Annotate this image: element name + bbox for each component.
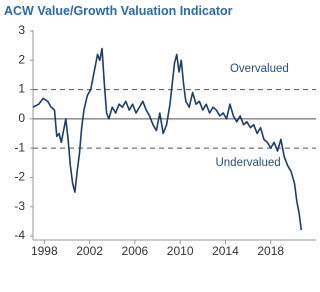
x-tick-label: 2006 bbox=[122, 244, 149, 258]
y-tick-label: 0 bbox=[18, 111, 25, 125]
y-tick-label: -4 bbox=[14, 228, 25, 242]
y-tick-label: -3 bbox=[14, 199, 25, 213]
x-tick-label: 2018 bbox=[257, 244, 284, 258]
x-tick-label: 2002 bbox=[76, 244, 103, 258]
y-tick-label: 3 bbox=[18, 23, 25, 37]
annotation: Undervalued bbox=[215, 157, 280, 169]
x-tick-label: 2010 bbox=[167, 244, 194, 258]
chart-title: ACW Value/Growth Valuation Indicator bbox=[4, 4, 233, 18]
x-tick-label: 1998 bbox=[31, 244, 58, 258]
y-tick-label: 2 bbox=[18, 52, 25, 66]
y-tick-label: -2 bbox=[14, 170, 25, 184]
line-series bbox=[32, 47, 303, 231]
y-tick-label: -1 bbox=[14, 140, 25, 154]
x-tick-label: 2014 bbox=[212, 244, 239, 258]
annotation: Overvalued bbox=[230, 63, 289, 75]
y-tick-label: 1 bbox=[18, 82, 25, 96]
